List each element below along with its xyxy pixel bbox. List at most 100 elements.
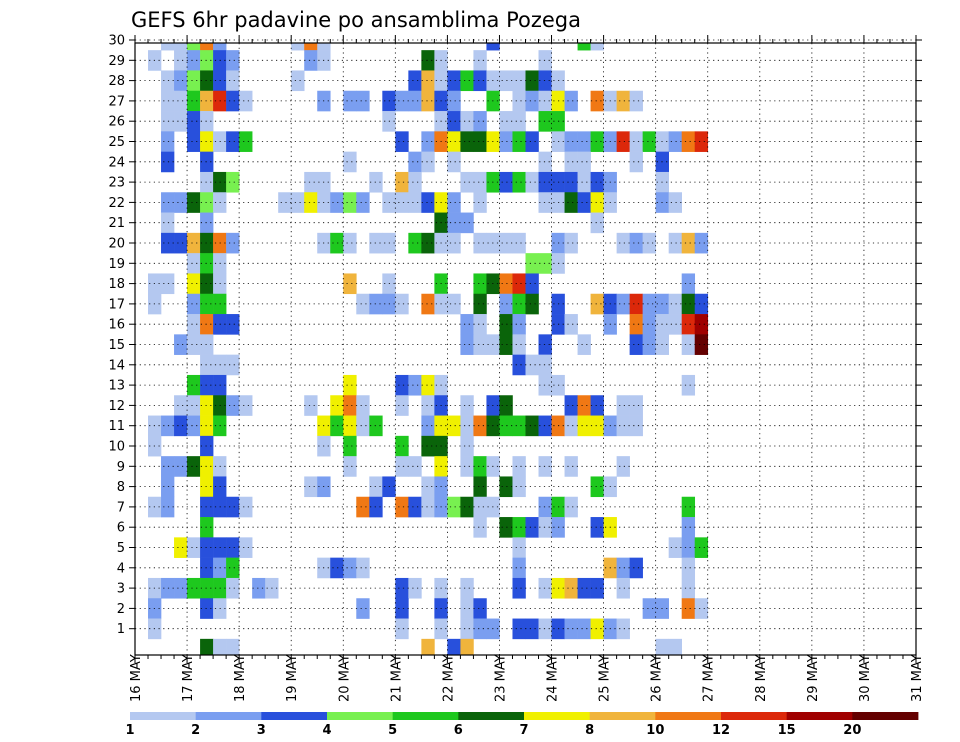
heatmap-cell <box>525 415 539 437</box>
heatmap-cell <box>668 537 682 558</box>
heatmap-cell <box>395 456 409 477</box>
heatmap-cell <box>473 192 487 213</box>
heatmap-cell <box>538 253 552 274</box>
heatmap-cell <box>525 273 539 295</box>
heatmap-cell <box>226 537 240 558</box>
y-tick-label: 12 <box>108 399 125 414</box>
y-tick-label: 27 <box>108 94 125 109</box>
heatmap-cell <box>447 131 461 152</box>
heatmap-cell <box>590 415 604 437</box>
heatmap-cell <box>291 192 305 213</box>
heatmap-cell <box>200 232 214 254</box>
heatmap-cell <box>655 638 669 656</box>
y-tick-label: 6 <box>117 521 125 536</box>
y-tick-label: 5 <box>117 541 125 556</box>
heatmap-cell <box>525 171 539 193</box>
colorbar-label: 4 <box>322 723 331 738</box>
heatmap-cell <box>447 151 461 173</box>
heatmap-cell <box>512 90 526 112</box>
heatmap-cell <box>460 171 474 193</box>
heatmap-cell <box>577 43 591 51</box>
y-tick-label: 19 <box>108 257 125 272</box>
heatmap-cell <box>408 192 422 213</box>
heatmap-cell <box>174 111 188 132</box>
heatmap-cell <box>460 70 474 92</box>
heatmap-cell <box>421 293 435 315</box>
heatmap-cell <box>447 638 461 656</box>
heatmap-cell <box>174 70 188 92</box>
heatmap-cell <box>187 577 201 599</box>
heatmap-cell <box>590 90 604 112</box>
heatmap-cell <box>538 70 552 92</box>
heatmap-cell <box>577 618 591 640</box>
heatmap-cell <box>174 192 188 213</box>
heatmap-cell <box>668 293 682 315</box>
x-tick-label: 27 MAY <box>702 654 717 702</box>
x-tick-label: 23 MAY <box>493 654 508 702</box>
heatmap-cell <box>226 638 240 656</box>
heatmap-cell <box>174 50 188 71</box>
heatmap-cell <box>512 415 526 437</box>
heatmap-cell <box>473 517 487 538</box>
heatmap-cell <box>187 70 201 92</box>
colorbar-label: 6 <box>454 723 463 738</box>
heatmap-cell <box>590 577 604 599</box>
heatmap-cell <box>694 131 709 152</box>
heatmap-cell <box>460 435 474 457</box>
y-tick-label: 3 <box>117 582 125 597</box>
heatmap-cell <box>343 192 357 213</box>
heatmap-cell <box>473 334 487 355</box>
heatmap-cell <box>447 415 461 437</box>
heatmap-cell <box>200 131 214 152</box>
heatmap-cell <box>200 517 214 538</box>
y-tick-label: 4 <box>117 561 125 576</box>
heatmap-cell <box>304 192 318 213</box>
heatmap-cell <box>499 232 513 254</box>
heatmap-cell <box>447 496 461 518</box>
y-tick-label: 9 <box>117 460 125 475</box>
heatmap-cell <box>564 232 578 254</box>
heatmap-cell <box>304 50 318 71</box>
heatmap-cell <box>499 293 513 315</box>
heatmap-cell <box>408 70 422 92</box>
heatmap-cell <box>616 557 630 579</box>
heatmap-cell <box>369 476 383 498</box>
heatmap-cell <box>564 456 578 477</box>
heatmap-cell <box>512 70 526 92</box>
heatmap-cell <box>408 171 422 193</box>
heatmap-cell <box>395 293 409 315</box>
heatmap-cell <box>187 334 201 355</box>
heatmap-cell <box>473 314 487 335</box>
heatmap-cell <box>200 171 214 193</box>
heatmap-cell <box>174 43 188 51</box>
heatmap-cell <box>200 293 214 315</box>
heatmap-cell <box>629 232 643 254</box>
heatmap-cell <box>538 151 552 173</box>
heatmap-cell <box>395 90 409 112</box>
heatmap-cell <box>369 171 383 193</box>
heatmap-cell <box>395 496 409 518</box>
heatmap-cell <box>590 131 604 152</box>
heatmap-cell <box>278 192 292 213</box>
heatmap-cell <box>499 334 513 355</box>
heatmap-cell <box>512 171 526 193</box>
heatmap-cell <box>681 537 696 558</box>
heatmap-cell <box>447 192 461 213</box>
heatmap-cell <box>577 334 591 355</box>
heatmap-cell <box>616 415 630 437</box>
heatmap-cell <box>291 43 305 51</box>
heatmap-cell <box>590 293 604 315</box>
heatmap-cell <box>642 131 656 152</box>
heatmap-cell <box>512 577 526 599</box>
heatmap-cell <box>564 415 578 437</box>
heatmap-cell <box>200 314 214 335</box>
heatmap-cell <box>473 618 487 640</box>
colorbar-swatch <box>786 712 853 720</box>
heatmap-cell <box>460 456 474 477</box>
heatmap-cell <box>538 496 552 518</box>
heatmap-cell <box>174 90 188 112</box>
heatmap-cell <box>460 577 474 599</box>
y-tick-label: 22 <box>108 196 125 211</box>
heatmap-cell <box>200 50 214 71</box>
heatmap-cell <box>616 618 630 640</box>
